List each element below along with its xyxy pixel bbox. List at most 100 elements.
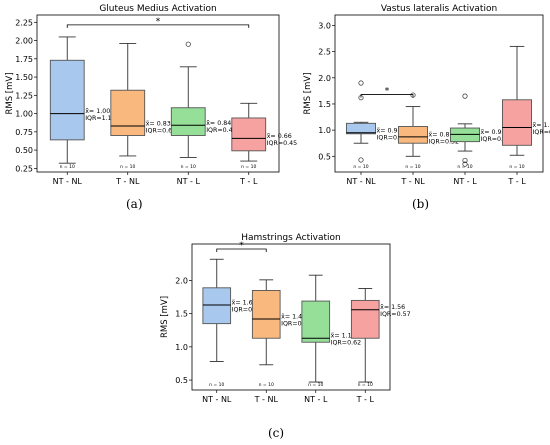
- median-annotation: x̃= 1.05: [533, 121, 550, 129]
- n-label: n = 10: [353, 164, 368, 170]
- x-tick-label: T - L: [239, 177, 258, 186]
- outlier-point: [185, 41, 191, 47]
- plot-frame: [334, 14, 544, 173]
- bracket-line: [360, 94, 414, 98]
- y-tick-label: 0.75: [15, 128, 33, 137]
- box-4: x̃= 1.05IQR=0.87 n = 10 T - L: [501, 45, 550, 186]
- y-tick-label: 0.50: [15, 146, 33, 155]
- iqr-annotation: IQR=0.87: [533, 129, 550, 136]
- median-annotation: x̃= 1.00: [85, 107, 110, 115]
- x-tick-label: T - L: [507, 177, 526, 186]
- chart-title: Hamstrings Activation: [241, 233, 341, 243]
- significance-bracket: *: [360, 87, 414, 98]
- x-tick-label: T - NL: [115, 177, 140, 186]
- box-body: [170, 107, 206, 136]
- y-tick-label: 1.25: [15, 91, 33, 100]
- n-label: n = 10: [241, 164, 256, 170]
- median-annotation: x̃= 0.66: [267, 132, 292, 140]
- box-body: [397, 126, 429, 144]
- bracket-line: [216, 248, 267, 252]
- caption-a: (a): [126, 197, 143, 211]
- y-axis-label: RMS [mV]: [5, 72, 15, 114]
- plot-frame: [191, 243, 391, 391]
- n-label: n = 10: [120, 164, 135, 170]
- median-annotation: x̃= 0.95: [377, 126, 402, 134]
- y-tick-label: 1.5: [175, 310, 188, 319]
- median-annotation: x̃= 0.84: [206, 119, 231, 127]
- y-tick-label: 2.0: [175, 277, 188, 286]
- y-tick-label: 2.5: [318, 48, 331, 57]
- y-axis-label: RMS [mV]: [160, 296, 170, 338]
- box-body: [49, 59, 85, 141]
- n-label: n = 10: [457, 164, 472, 170]
- box-body: [231, 117, 267, 152]
- x-tick-label: T - NL: [254, 395, 279, 404]
- n-label: n = 10: [358, 382, 373, 388]
- median-annotation: x̃= 0.87: [429, 130, 454, 138]
- iqr-annotation: IQR=0.26: [481, 136, 512, 143]
- chart-title: Gluteus Medius Activation: [99, 4, 216, 14]
- iqr-annotation: IQR=0.57: [380, 311, 411, 318]
- median-annotation: x̃= 0.83: [146, 119, 171, 127]
- iqr-annotation: IQR=1.10: [85, 115, 116, 122]
- y-tick-label: 2.0: [318, 74, 331, 83]
- y-tick-label: 1.0: [175, 343, 188, 352]
- median-annotation: x̃= 0.92: [481, 128, 506, 136]
- x-tick-label: T - L: [356, 395, 375, 404]
- median-annotation: x̃= 1.63: [232, 299, 257, 307]
- box-body: [350, 299, 380, 339]
- n-label: n = 10: [405, 164, 420, 170]
- outlier-point: [358, 80, 364, 86]
- bracket-line: [66, 24, 250, 28]
- box-body: [449, 127, 481, 143]
- significance-star: *: [385, 87, 390, 97]
- box-body: [301, 300, 331, 343]
- y-tick-label: 3.0: [318, 21, 331, 30]
- n-label: n = 10: [181, 164, 196, 170]
- x-tick-label: NT - NL: [346, 177, 376, 186]
- chart-title: Vastus lateralis Activation: [381, 4, 497, 14]
- plot-frame: [36, 14, 280, 173]
- chart-panel-1: Gluteus Medius Activation RMS [mV] 0.25 0.5…: [5, 4, 297, 186]
- y-tick-label: 1.00: [15, 110, 33, 119]
- outlier-point: [462, 93, 468, 99]
- y-tick-label: 1.75: [15, 55, 33, 64]
- median-annotation: x̃= 1.56: [380, 303, 405, 311]
- y-tick-label: 2.00: [15, 37, 33, 46]
- y-tick-label: 2.25: [15, 18, 33, 27]
- n-label: n = 10: [259, 382, 274, 388]
- outlier-point: [462, 161, 468, 167]
- x-tick-label: NT - NL: [53, 177, 83, 186]
- outlier-point: [462, 157, 468, 164]
- x-tick-label: NT - L: [304, 395, 328, 404]
- significance-bracket: *: [66, 17, 250, 28]
- y-tick-label: 0.5: [318, 152, 331, 161]
- iqr-annotation: IQR=0.72: [281, 320, 312, 327]
- n-label: n = 10: [308, 382, 323, 388]
- x-tick-label: NT - L: [453, 177, 477, 186]
- x-tick-label: T - NL: [400, 177, 425, 186]
- significance-star: *: [239, 241, 244, 251]
- chart-panel-2: Vastus lateralis Activation RMS [mV] 0.5 1.…: [303, 4, 550, 186]
- caption-b: (b): [412, 197, 430, 211]
- iqr-annotation: IQR=0.21: [377, 134, 408, 141]
- y-tick-label: 0.5: [175, 376, 188, 385]
- box-body: [501, 99, 533, 146]
- y-tick-label: 1.0: [318, 126, 331, 135]
- box-body: [110, 89, 146, 136]
- iqr-annotation: IQR=0.40: [206, 127, 237, 134]
- iqr-annotation: IQR=0.54: [232, 307, 262, 314]
- n-label: n = 10: [60, 164, 75, 170]
